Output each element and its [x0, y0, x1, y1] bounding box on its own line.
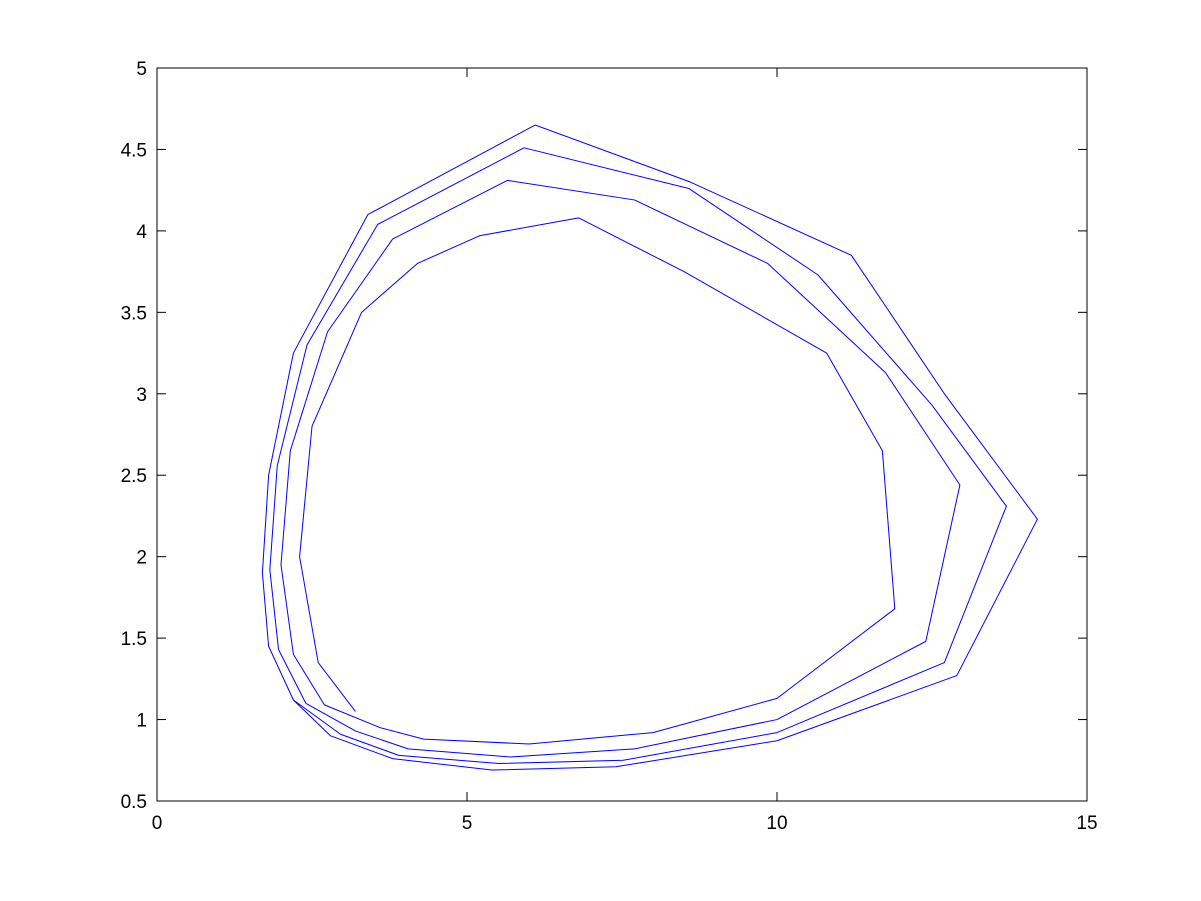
y-tick-label: 4 [136, 222, 147, 243]
plot-area [156, 67, 1088, 802]
y-tick-label: 2 [136, 548, 147, 569]
x-tick-label: 10 [766, 813, 787, 834]
y-tick-label: 5 [136, 59, 147, 80]
trajectory-line [261, 124, 1038, 771]
x-tick-label: 0 [152, 813, 163, 834]
y-tick-label: 3 [136, 385, 147, 406]
y-tick-label: 3.5 [121, 303, 147, 324]
y-tick-label: 2.5 [121, 466, 147, 487]
y-tick-label: 0.5 [121, 792, 147, 813]
x-tick-label: 5 [462, 813, 473, 834]
y-tick-label: 4.5 [121, 140, 147, 161]
x-tick-label: 15 [1076, 813, 1097, 834]
y-tick-label: 1.5 [121, 629, 147, 650]
y-tick-label: 1 [136, 711, 147, 732]
